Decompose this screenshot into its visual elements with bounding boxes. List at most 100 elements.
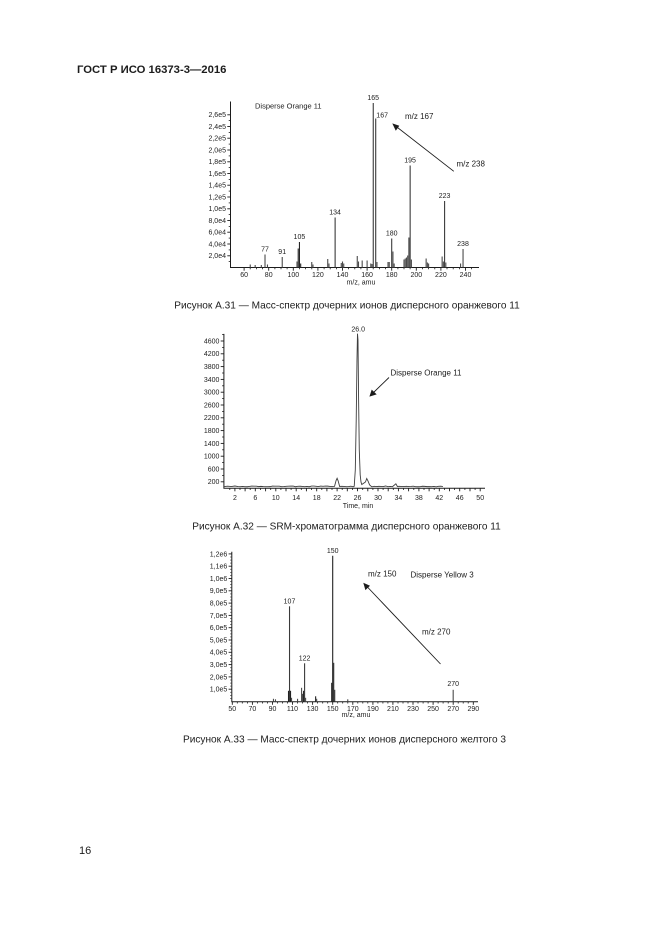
svg-text:2,0e4: 2,0e4 [208, 253, 226, 260]
svg-text:2: 2 [233, 495, 237, 502]
svg-text:91: 91 [278, 249, 286, 256]
svg-text:240: 240 [460, 272, 472, 279]
svg-text:140: 140 [337, 272, 349, 279]
svg-text:290: 290 [467, 706, 479, 713]
svg-text:m/z 167: m/z 167 [405, 112, 434, 121]
svg-text:50: 50 [228, 706, 236, 713]
svg-text:105: 105 [294, 234, 306, 241]
svg-text:180: 180 [386, 231, 398, 238]
svg-text:2,0e5: 2,0e5 [208, 147, 226, 154]
svg-text:200: 200 [410, 272, 422, 279]
svg-text:2,2e5: 2,2e5 [208, 136, 226, 143]
svg-text:130: 130 [307, 706, 319, 713]
svg-text:195: 195 [404, 158, 416, 165]
svg-text:223: 223 [439, 193, 451, 200]
svg-text:2600: 2600 [204, 402, 220, 409]
svg-text:8,0e5: 8,0e5 [210, 601, 228, 608]
svg-text:150: 150 [327, 706, 339, 713]
svg-text:200: 200 [208, 479, 220, 486]
svg-text:46: 46 [456, 495, 464, 502]
svg-text:9,0e5: 9,0e5 [210, 588, 228, 595]
svg-text:2,4e5: 2,4e5 [208, 124, 226, 131]
svg-text:1,0e5: 1,0e5 [210, 687, 228, 694]
svg-text:230: 230 [407, 706, 419, 713]
svg-text:1000: 1000 [204, 454, 220, 461]
svg-text:3400: 3400 [204, 377, 220, 384]
svg-text:2,0e5: 2,0e5 [210, 674, 228, 681]
svg-text:1,0e6: 1,0e6 [210, 576, 228, 583]
svg-text:m/z 238: m/z 238 [457, 160, 486, 169]
svg-text:Disperse Orange 11: Disperse Orange 11 [391, 369, 463, 378]
svg-text:16: 16 [79, 845, 91, 857]
svg-text:m/z 270: m/z 270 [422, 628, 451, 637]
svg-text:Рисунок А.31 — Масс-спектр доч: Рисунок А.31 — Масс-спектр дочерних ионо… [174, 301, 520, 312]
svg-text:1,2e5: 1,2e5 [208, 194, 226, 201]
svg-text:Рисунок А.33 — Масс-спектр доч: Рисунок А.33 — Масс-спектр дочерних ионо… [183, 735, 506, 746]
svg-text:250: 250 [427, 706, 439, 713]
svg-text:600: 600 [208, 466, 220, 473]
svg-text:220: 220 [435, 272, 447, 279]
svg-text:270: 270 [447, 706, 459, 713]
svg-text:m/z 150: m/z 150 [368, 570, 397, 579]
svg-text:8,0e4: 8,0e4 [208, 218, 226, 225]
svg-text:134: 134 [329, 210, 341, 217]
svg-text:1,0e5: 1,0e5 [208, 206, 226, 213]
svg-text:60: 60 [240, 272, 248, 279]
svg-text:30: 30 [374, 495, 382, 502]
svg-text:1,1e6: 1,1e6 [210, 564, 228, 571]
svg-text:3000: 3000 [204, 390, 220, 397]
svg-text:1400: 1400 [204, 441, 220, 448]
svg-text:7,0e5: 7,0e5 [210, 613, 228, 620]
svg-text:10: 10 [272, 495, 280, 502]
svg-text:210: 210 [387, 706, 399, 713]
svg-text:14: 14 [292, 495, 300, 502]
svg-text:120: 120 [312, 272, 324, 279]
svg-text:26.0: 26.0 [351, 327, 365, 334]
svg-text:77: 77 [261, 247, 269, 254]
svg-text:38: 38 [415, 495, 423, 502]
svg-text:ГОСТ Р ИСО 16373-3—2016: ГОСТ Р ИСО 16373-3—2016 [77, 64, 226, 76]
svg-text:4,0e5: 4,0e5 [210, 650, 228, 657]
svg-text:5,0e5: 5,0e5 [210, 637, 228, 644]
svg-text:18: 18 [313, 495, 321, 502]
svg-text:m/z, amu: m/z, amu [347, 280, 376, 287]
svg-text:100: 100 [287, 272, 299, 279]
svg-text:170: 170 [347, 706, 359, 713]
svg-text:6: 6 [253, 495, 257, 502]
svg-text:Time, min: Time, min [343, 503, 374, 510]
svg-text:2,6e5: 2,6e5 [208, 112, 226, 119]
svg-text:238: 238 [457, 241, 469, 248]
svg-text:1,8e5: 1,8e5 [208, 159, 226, 166]
svg-text:150: 150 [327, 548, 339, 555]
svg-text:3800: 3800 [204, 364, 220, 371]
svg-text:90: 90 [269, 706, 277, 713]
svg-text:1800: 1800 [204, 428, 220, 435]
svg-text:Рисунок А.32 — SRM-хроматограм: Рисунок А.32 — SRM-хроматограмма дисперс… [192, 522, 501, 533]
svg-text:22: 22 [333, 495, 341, 502]
svg-text:4,0e4: 4,0e4 [208, 241, 226, 248]
svg-text:1,4e5: 1,4e5 [208, 183, 226, 190]
svg-text:3,0e5: 3,0e5 [210, 662, 228, 669]
svg-text:1,2e6: 1,2e6 [210, 551, 228, 558]
svg-text:34: 34 [395, 495, 403, 502]
svg-text:42: 42 [435, 495, 443, 502]
svg-text:m/z, amu: m/z, amu [342, 712, 371, 719]
svg-text:Disperse Yellow 3: Disperse Yellow 3 [411, 571, 475, 580]
svg-text:1,6e5: 1,6e5 [208, 171, 226, 178]
svg-text:167: 167 [376, 113, 388, 120]
svg-text:Disperse Orange 11: Disperse Orange 11 [255, 102, 322, 111]
svg-text:122: 122 [299, 656, 311, 663]
svg-text:6,0e4: 6,0e4 [208, 230, 226, 237]
svg-text:50: 50 [476, 495, 484, 502]
svg-text:6,0e5: 6,0e5 [210, 625, 228, 632]
svg-text:110: 110 [287, 706, 298, 713]
svg-text:80: 80 [265, 272, 273, 279]
svg-text:4600: 4600 [204, 338, 220, 345]
svg-text:180: 180 [386, 272, 398, 279]
svg-text:2200: 2200 [204, 415, 220, 422]
svg-text:70: 70 [249, 706, 257, 713]
svg-text:270: 270 [447, 681, 459, 688]
svg-text:107: 107 [284, 599, 296, 606]
svg-text:26: 26 [354, 495, 362, 502]
svg-text:160: 160 [361, 272, 373, 279]
